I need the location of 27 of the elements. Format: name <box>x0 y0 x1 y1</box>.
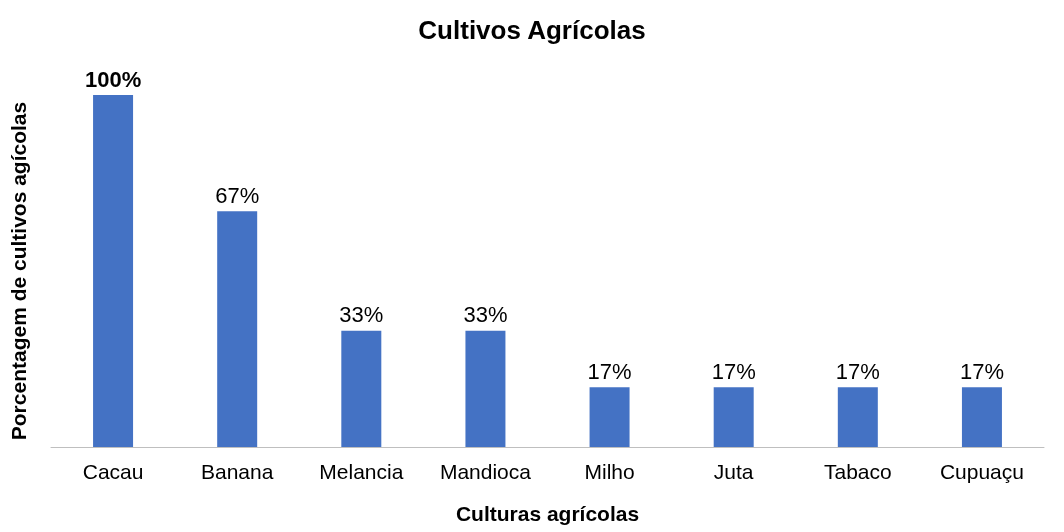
bar <box>465 330 506 447</box>
data-label: 100% <box>84 66 142 92</box>
bar <box>713 387 754 447</box>
x-tick-label: Juta <box>713 460 754 483</box>
bar <box>837 387 878 447</box>
data-label: 33% <box>339 302 384 328</box>
x-tick-label: Milho <box>584 460 635 483</box>
bar <box>589 387 630 447</box>
data-label: 17% <box>959 358 1004 384</box>
bar <box>341 330 382 447</box>
bar <box>961 387 1002 447</box>
data-label: 17% <box>835 358 880 384</box>
bar <box>217 211 258 447</box>
data-label: 33% <box>463 302 508 328</box>
bar <box>93 95 134 447</box>
x-tick-label: Mandioca <box>439 460 532 483</box>
x-tick-label: Cacau <box>82 460 144 483</box>
chart-title: Cultivos Agrícolas <box>418 15 646 45</box>
x-axis-title: Culturas agrícolas <box>455 502 640 525</box>
x-tick-label: Cupuaçu <box>939 460 1024 483</box>
x-tick-label: Melancia <box>319 460 404 483</box>
x-tick-label: Tabaco <box>823 460 892 483</box>
data-label: 17% <box>711 358 756 384</box>
y-axis-title: Porcentagem de cultivos agícolas <box>7 101 30 441</box>
x-tick-label: Banana <box>200 460 274 483</box>
data-label: 67% <box>215 182 260 208</box>
data-label: 17% <box>587 358 632 384</box>
